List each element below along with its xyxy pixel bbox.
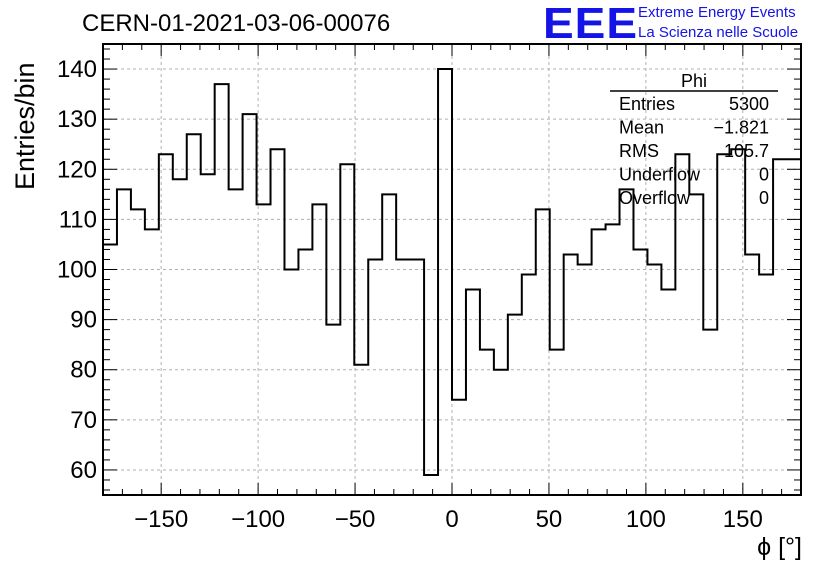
histogram-bin <box>508 315 522 495</box>
histogram-bin <box>620 189 634 495</box>
histogram-bin <box>578 264 592 495</box>
histogram-bin <box>550 350 564 495</box>
histogram-bin <box>452 400 466 495</box>
histogram-bin <box>159 154 173 495</box>
histogram-bin <box>201 174 215 495</box>
x-tick-label: 0 <box>445 506 458 533</box>
y-tick-label: 130 <box>57 106 97 133</box>
histogram-bin <box>592 229 606 495</box>
y-tick-label: 80 <box>70 357 97 384</box>
x-tick-label: −150 <box>134 506 188 533</box>
stats-label: Mean <box>619 118 664 138</box>
histogram-bin <box>173 179 187 495</box>
histogram-bin <box>187 134 201 495</box>
histogram-bin <box>243 114 257 495</box>
histogram-bin <box>438 69 452 495</box>
histogram-bin <box>298 249 312 495</box>
histogram-bin <box>717 154 731 495</box>
histogram-bin <box>229 189 243 495</box>
eee-logo: EEE <box>543 0 639 48</box>
histogram-bin <box>536 209 550 495</box>
stats-label: Entries <box>619 94 675 114</box>
histogram-bin <box>257 204 271 495</box>
histogram-bin <box>606 224 620 495</box>
x-tick-label: −100 <box>231 506 285 533</box>
stats-label: RMS <box>619 141 659 161</box>
histogram-bin <box>326 325 340 495</box>
histogram-bin <box>312 204 326 495</box>
logo-line-2: La Scienza nelle Scuole <box>638 24 799 41</box>
y-tick-label: 100 <box>57 257 97 284</box>
stats-value: −1.821 <box>713 118 769 138</box>
histogram-bin <box>773 159 787 495</box>
histogram-bin <box>368 259 382 495</box>
x-tick-label: 100 <box>626 506 666 533</box>
histogram-bin <box>731 149 745 495</box>
chart-title: CERN-01-2021-03-06-00076 <box>82 10 391 37</box>
histogram-bin <box>354 365 368 495</box>
histogram-bin <box>396 259 410 495</box>
histogram-bin <box>117 189 131 495</box>
histogram-bin <box>661 290 675 495</box>
stats-value: 0 <box>759 188 769 208</box>
y-tick-label: 90 <box>70 307 97 334</box>
histogram-bin <box>647 264 661 495</box>
y-tick-label: 60 <box>70 457 97 484</box>
y-tick-label: 140 <box>57 56 97 83</box>
histogram-bin <box>145 229 159 495</box>
histogram-bin <box>271 149 285 495</box>
histogram-bin <box>131 209 145 495</box>
histogram-bin <box>466 290 480 495</box>
histogram-bin <box>703 330 717 495</box>
x-tick-label: −50 <box>335 506 376 533</box>
histogram-bin <box>564 254 578 495</box>
histogram-outline <box>103 68 801 476</box>
histogram-bin <box>215 84 229 495</box>
y-tick-label: 110 <box>59 206 97 233</box>
y-tick-label: 70 <box>70 407 97 434</box>
histogram-bin <box>759 275 773 495</box>
histogram-bin <box>745 254 759 495</box>
histogram-bin <box>480 350 494 495</box>
histogram-bin <box>284 270 298 496</box>
stats-value: 0 <box>759 165 769 185</box>
y-axis-label: Entries/bin <box>10 62 40 190</box>
histogram-bin <box>410 259 424 495</box>
stats-title: Phi <box>681 71 707 91</box>
x-axis-label: ϕ [°] <box>757 533 802 561</box>
y-tick-label: 120 <box>57 156 97 183</box>
stats-value: 5300 <box>729 94 769 114</box>
histogram-bin <box>424 475 438 495</box>
x-tick-label: 50 <box>536 506 563 533</box>
stats-value: 105.7 <box>724 141 769 161</box>
x-tick-label: 150 <box>723 506 763 533</box>
histogram-bin <box>633 249 647 495</box>
histogram-bin <box>340 164 354 495</box>
logo-line-1: Extreme Energy Events <box>638 4 796 21</box>
histogram-bin <box>382 194 396 495</box>
histogram-bin <box>494 370 508 495</box>
histogram-bin <box>522 275 536 495</box>
stats-label: Overflow <box>619 188 691 208</box>
histogram-bin <box>689 194 703 495</box>
stats-label: Underflow <box>619 165 701 185</box>
